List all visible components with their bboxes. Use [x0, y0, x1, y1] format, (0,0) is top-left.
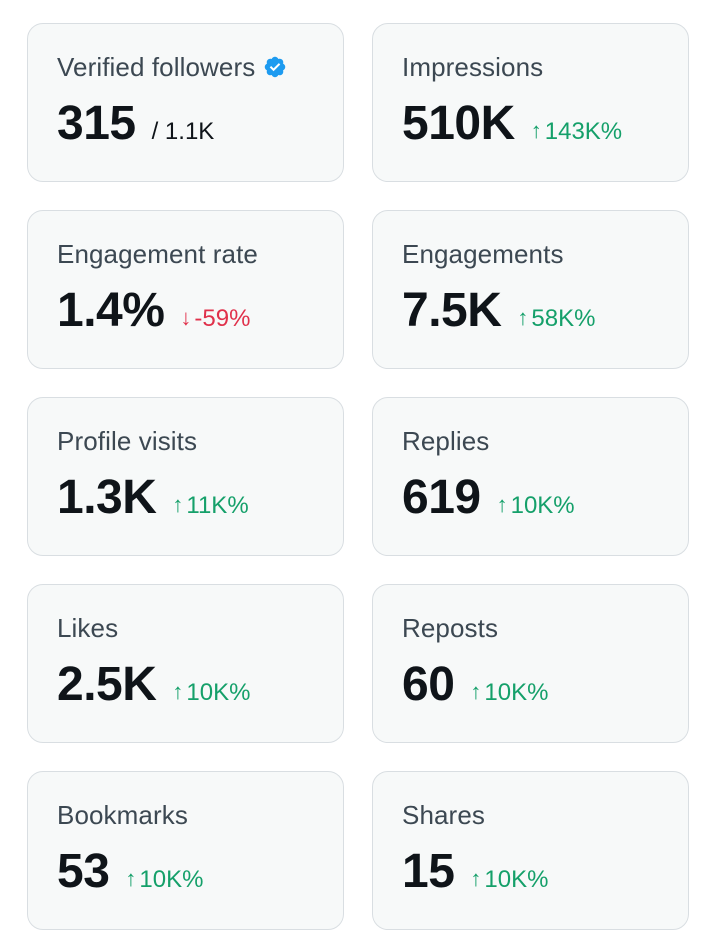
metric-value: 15: [402, 845, 455, 898]
metric-change: ↑ 11K%: [172, 492, 248, 520]
metric-value: 1.3K: [57, 471, 157, 524]
metric-label-row: Shares: [402, 800, 660, 830]
metric-change: ↑ 58K%: [517, 305, 595, 333]
metric-change-value: -59%: [194, 305, 251, 332]
metric-change: ↑ 10K%: [470, 866, 548, 894]
arrow-up-icon: ↑: [125, 866, 137, 891]
metric-value-row: 510K ↑ 143K%: [402, 96, 660, 151]
metric-change: ↑ 10K%: [172, 679, 250, 707]
metric-value: 53: [57, 845, 110, 898]
metric-value-row: 1.4% ↓ -59%: [57, 283, 315, 338]
metric-value: 1.4%: [57, 284, 165, 337]
arrow-up-icon: ↑: [172, 679, 184, 704]
metric-label-row: Engagement rate: [57, 239, 315, 269]
metric-value-row: 53 ↑ 10K%: [57, 844, 315, 899]
metric-change-value: 10K%: [510, 492, 575, 519]
arrow-down-icon: ↓: [180, 305, 192, 330]
metric-value-row: 7.5K ↑ 58K%: [402, 283, 660, 338]
metric-label: Likes: [57, 612, 119, 643]
metric-change: ↑ 10K%: [497, 492, 575, 520]
metrics-grid: Verified followers 315 / 1.1K Impression…: [27, 23, 689, 930]
metric-change-value: 10K%: [186, 679, 251, 706]
metric-label-row: Impressions: [402, 52, 660, 82]
arrow-up-icon: ↑: [517, 305, 529, 330]
metric-card-engagements[interactable]: Engagements 7.5K ↑ 58K%: [372, 210, 689, 369]
metric-card-reposts[interactable]: Reposts 60 ↑ 10K%: [372, 584, 689, 743]
metric-card-replies[interactable]: Replies 619 ↑ 10K%: [372, 397, 689, 556]
metric-label-row: Replies: [402, 426, 660, 456]
metric-total: / 1.1K: [151, 118, 215, 145]
metric-value: 60: [402, 658, 455, 711]
metric-label: Impressions: [402, 51, 544, 82]
metric-card-profile-visits[interactable]: Profile visits 1.3K ↑ 11K%: [27, 397, 344, 556]
metric-value-row: 60 ↑ 10K%: [402, 657, 660, 712]
metric-label-row: Bookmarks: [57, 800, 315, 830]
metric-label: Reposts: [402, 612, 499, 643]
metric-label: Shares: [402, 799, 485, 830]
arrow-up-icon: ↑: [172, 492, 184, 517]
metric-value: 619: [402, 471, 481, 524]
metric-label-row: Reposts: [402, 613, 660, 643]
metric-value-row: 315 / 1.1K: [57, 96, 315, 151]
metric-label: Bookmarks: [57, 799, 188, 830]
metric-card-bookmarks[interactable]: Bookmarks 53 ↑ 10K%: [27, 771, 344, 930]
metric-label: Engagement rate: [57, 238, 258, 269]
metric-label: Engagements: [402, 238, 564, 269]
metric-value: 2.5K: [57, 658, 157, 711]
metric-change: ↑ 143K%: [531, 118, 622, 146]
metric-label: Replies: [402, 425, 490, 456]
metric-change: ↓ -59%: [180, 305, 250, 333]
metric-label-row: Likes: [57, 613, 315, 643]
metric-label-row: Verified followers: [57, 52, 315, 82]
metric-label: Verified followers: [57, 51, 256, 82]
metric-change-value: 143K%: [544, 118, 623, 145]
metric-value-row: 1.3K ↑ 11K%: [57, 470, 315, 525]
metric-value-row: 15 ↑ 10K%: [402, 844, 660, 899]
metric-value: 7.5K: [402, 284, 502, 337]
verified-badge-icon: [263, 55, 287, 79]
metric-value-row: 2.5K ↑ 10K%: [57, 657, 315, 712]
metric-card-verified-followers[interactable]: Verified followers 315 / 1.1K: [27, 23, 344, 182]
metric-change-value: 11K%: [186, 492, 249, 519]
metric-value-row: 619 ↑ 10K%: [402, 470, 660, 525]
metric-change: ↑ 10K%: [470, 679, 548, 707]
metric-card-engagement-rate[interactable]: Engagement rate 1.4% ↓ -59%: [27, 210, 344, 369]
metric-label-row: Engagements: [402, 239, 660, 269]
metric-label: Profile visits: [57, 425, 198, 456]
metric-change-value: 10K%: [139, 866, 204, 893]
metric-change-value: 10K%: [484, 679, 549, 706]
arrow-up-icon: ↑: [496, 492, 508, 517]
arrow-up-icon: ↑: [470, 679, 482, 704]
metric-card-shares[interactable]: Shares 15 ↑ 10K%: [372, 771, 689, 930]
metric-label-row: Profile visits: [57, 426, 315, 456]
arrow-up-icon: ↑: [470, 866, 482, 891]
arrow-up-icon: ↑: [530, 118, 542, 143]
metric-change-value: 58K%: [531, 305, 596, 332]
metric-card-likes[interactable]: Likes 2.5K ↑ 10K%: [27, 584, 344, 743]
metric-card-impressions[interactable]: Impressions 510K ↑ 143K%: [372, 23, 689, 182]
metric-change-value: 10K%: [484, 866, 549, 893]
metric-value: 510K: [402, 97, 515, 150]
metric-value: 315: [57, 97, 136, 150]
metric-change: ↑ 10K%: [125, 866, 203, 894]
